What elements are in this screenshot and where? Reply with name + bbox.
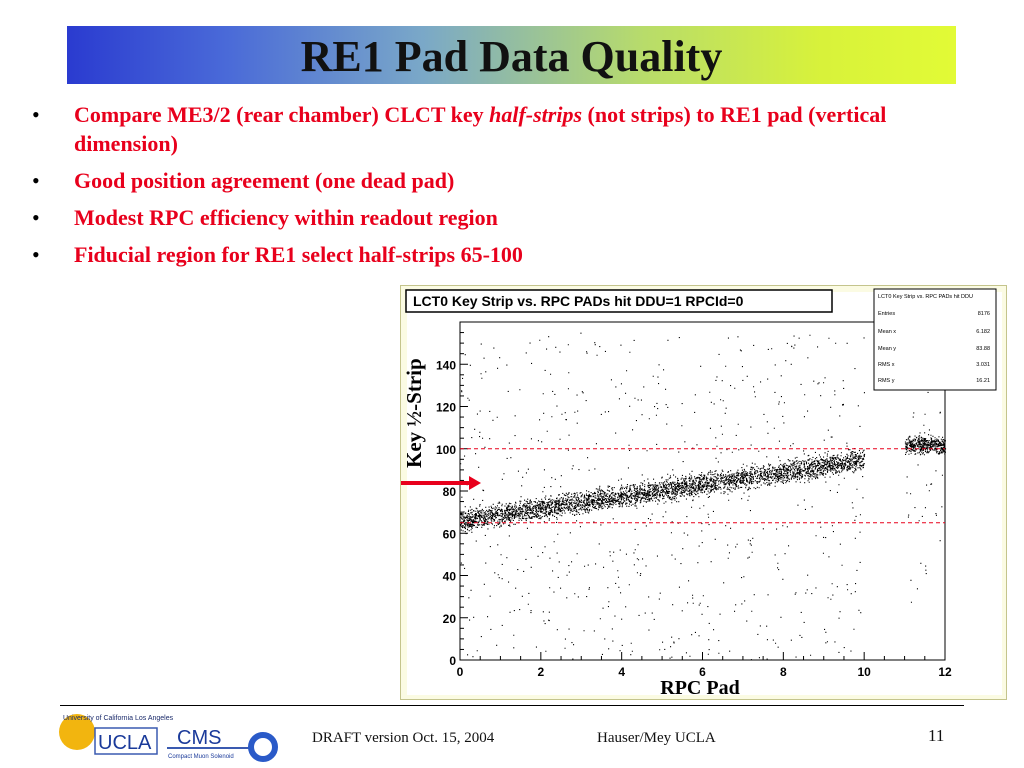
y-tick-label: 140	[436, 358, 456, 372]
y-tick-label: 60	[443, 527, 457, 541]
footer-draft: DRAFT version Oct. 15, 2004	[312, 730, 495, 746]
scatter-plot: 0 20 40 60 80 100 120 140 0 2 4 6 8 10 12 LCT0 Key St…	[401, 288, 1002, 695]
stats-label-entries: Entries	[878, 311, 895, 317]
stats-value-rms-x: 3.031	[976, 362, 990, 368]
y-tick-label: 120	[436, 401, 456, 415]
y-tick-label: 20	[443, 612, 457, 626]
bullet-glyph: •	[32, 102, 40, 127]
plot-title-box	[405, 289, 833, 313]
fiducial-lines	[460, 448, 945, 524]
arrow-icon	[401, 476, 481, 490]
stats-label-rms-y: RMS y	[878, 378, 895, 384]
bullet-item: • Fiducial region for RE1 select half-st…	[28, 240, 928, 269]
bullet-text-prefix: Compare ME3/2 (rear chamber) CLCT key	[74, 102, 490, 127]
bullet-list: • Compare ME3/2 (rear chamber) CLCT key …	[28, 100, 928, 277]
bullet-glyph: •	[32, 205, 40, 230]
footer-author: Hauser/Mey UCLA	[597, 730, 716, 746]
ucla-box	[94, 727, 158, 755]
footer-divider	[60, 705, 964, 706]
stats-label-mean-y: Mean y	[878, 346, 896, 352]
x-tick-label: 6	[699, 665, 706, 679]
sun-icon	[59, 714, 95, 750]
stats-box: LCT0 Key Strip vs. RPC PADs hit DDU Entr…	[873, 288, 997, 391]
x-tick-label: 0	[457, 665, 464, 679]
logo-ucla: UCLA	[98, 732, 152, 754]
bullet-text-suffix: (not strips) to RE1 pad (vertical dimens…	[74, 102, 887, 156]
y-axis: 0 20 40 60 80 100 120 140	[436, 332, 468, 668]
x-axis-label: RPC Pad	[660, 677, 740, 699]
bullet-item: • Good position agreement (one dead pad)	[28, 166, 928, 195]
title-bar: RE1 Pad Data Quality	[67, 26, 956, 84]
y-axis-label-text: Key ½-Strip	[402, 358, 426, 468]
bullet-item: • Modest RPC efficiency within readout r…	[28, 203, 928, 232]
x-tick-label: 12	[938, 665, 952, 679]
stats-label-mean-x: Mean x	[878, 329, 896, 335]
y-tick-label: 40	[443, 570, 457, 584]
bullet-glyph: •	[32, 168, 40, 193]
x-axis: 0 2 4 6 8 10 12	[457, 652, 952, 679]
page-number: 11	[928, 726, 945, 745]
y-axis-label: Key ½-Strip	[402, 358, 426, 468]
bullet-item: • Compare ME3/2 (rear chamber) CLCT key …	[28, 100, 928, 158]
bullet-glyph: •	[32, 242, 40, 267]
stats-value-rms-y: 16.21	[976, 378, 990, 384]
y-tick-label: 80	[443, 485, 457, 499]
stats-value-mean-x: 6.182	[976, 329, 990, 335]
stats-label-rms-x: RMS x	[878, 362, 895, 368]
logo-cms: CMS	[177, 727, 221, 749]
stats-value-mean-y: 83.88	[976, 346, 990, 352]
x-tick-label: 8	[780, 665, 787, 679]
bullet-text-emphasis: half-strips	[489, 102, 583, 127]
logo-university: University of California Los Angeles	[63, 715, 174, 722]
logo-cms-sub: Compact Muon Solenoid	[168, 754, 234, 760]
plot-title: LCT0 Key Strip vs. RPC PADs hit DDU=1 RP…	[413, 293, 744, 309]
stats-header: LCT0 Key Strip vs. RPC PADs hit DDU	[878, 294, 973, 300]
ucla-cms-logo: University of California Los Angeles UCL…	[59, 714, 278, 762]
bullet-text: Fiducial region for RE1 select half-stri…	[74, 242, 523, 267]
plot-frame: 0 20 40 60 80 100 120 140 0 2 4 6 8 10 12 LCT0 Key St…	[400, 285, 1007, 700]
bullet-text: Modest RPC efficiency within readout reg…	[74, 205, 498, 230]
x-tick-label: 4	[618, 665, 625, 679]
slide-title: RE1 Pad Data Quality	[300, 32, 723, 81]
bullet-text: Good position agreement (one dead pad)	[74, 168, 455, 193]
stats-value-entries: 8176	[978, 311, 990, 317]
x-tick-label: 2	[537, 665, 544, 679]
cms-ring-icon	[248, 732, 278, 762]
y-tick-label: 100	[436, 443, 456, 457]
stats-box-frame	[873, 288, 997, 391]
x-tick-label: 10	[857, 665, 871, 679]
y-tick-label: 0	[449, 654, 456, 668]
plot-axes-box	[459, 321, 946, 661]
